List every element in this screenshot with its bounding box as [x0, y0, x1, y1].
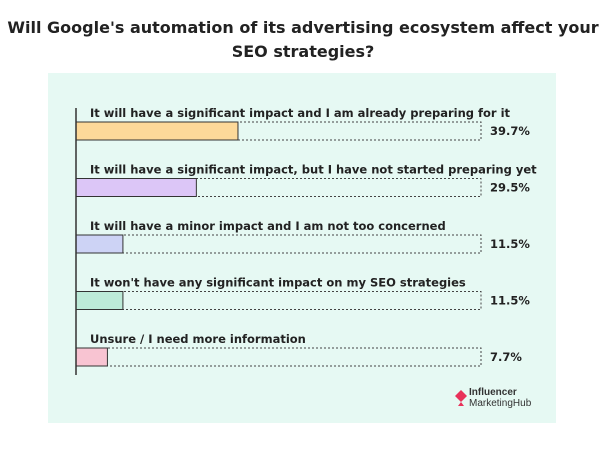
brand-line-1: Influencer: [469, 387, 517, 398]
category-label: It will have a significant impact and I …: [90, 106, 511, 120]
bar: [75, 347, 108, 367]
category-label: Unsure / I need more information: [90, 332, 306, 346]
category-label: It won't have any significant impact on …: [90, 276, 466, 290]
brand-line-2: MarketingHub: [469, 398, 532, 409]
bar-track: [75, 347, 482, 367]
value-label: 39.7%: [490, 124, 530, 138]
category-label: It will have a minor impact and I am not…: [90, 219, 446, 233]
value-label: 11.5%: [490, 237, 530, 251]
bar-track: [75, 291, 482, 310]
bar-track: [75, 234, 482, 254]
bar: [75, 291, 124, 310]
bar-group: It will have a significant impact and I …: [75, 106, 537, 367]
bar: [75, 178, 197, 197]
value-label: 11.5%: [490, 294, 530, 308]
value-label: 29.5%: [490, 181, 530, 195]
chart-title: Will Google's automation of its advertis…: [0, 16, 606, 64]
chart-title-text: Will Google's automation of its advertis…: [7, 18, 599, 61]
influencer-marketing-hub-logo-icon: [455, 390, 467, 406]
bar: [75, 121, 239, 141]
value-label: 7.7%: [490, 350, 522, 364]
bar: [75, 234, 124, 254]
category-label: It will have a significant impact, but I…: [90, 163, 537, 177]
